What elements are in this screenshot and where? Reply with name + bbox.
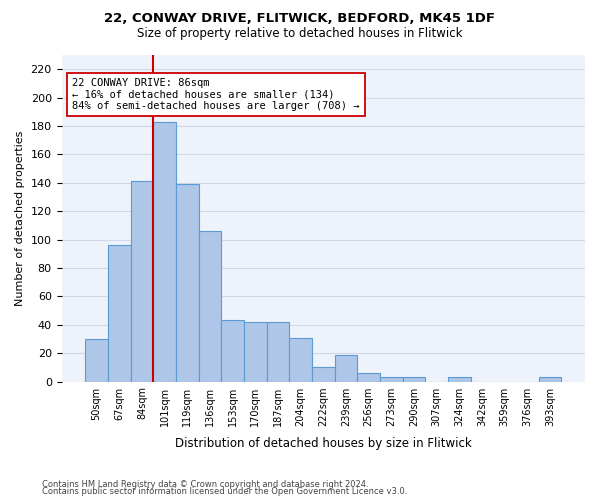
Text: Size of property relative to detached houses in Flitwick: Size of property relative to detached ho… (137, 28, 463, 40)
Y-axis label: Number of detached properties: Number of detached properties (15, 130, 25, 306)
Bar (85, 339, 108, 382)
Bar (176, 184, 199, 382)
Bar (448, 378, 470, 382)
Text: 22 CONWAY DRIVE: 86sqm
← 16% of detached houses are smaller (134)
84% of semi-de: 22 CONWAY DRIVE: 86sqm ← 16% of detached… (72, 78, 359, 111)
Text: Contains public sector information licensed under the Open Government Licence v3: Contains public sector information licen… (42, 488, 407, 496)
Bar (335, 354, 357, 382)
Bar (131, 182, 154, 382)
Bar (357, 373, 380, 382)
Bar (539, 378, 561, 382)
Bar (108, 245, 131, 382)
X-axis label: Distribution of detached houses by size in Flitwick: Distribution of detached houses by size … (175, 437, 472, 450)
Bar (289, 338, 312, 382)
Bar (266, 322, 289, 382)
Bar (154, 122, 176, 382)
Text: 22, CONWAY DRIVE, FLITWICK, BEDFORD, MK45 1DF: 22, CONWAY DRIVE, FLITWICK, BEDFORD, MK4… (104, 12, 496, 26)
Text: Contains HM Land Registry data © Crown copyright and database right 2024.: Contains HM Land Registry data © Crown c… (42, 480, 368, 489)
Bar (199, 231, 221, 382)
Bar (403, 378, 425, 382)
Bar (244, 322, 266, 382)
Bar (221, 320, 244, 382)
Bar (380, 378, 403, 382)
Bar (312, 368, 335, 382)
